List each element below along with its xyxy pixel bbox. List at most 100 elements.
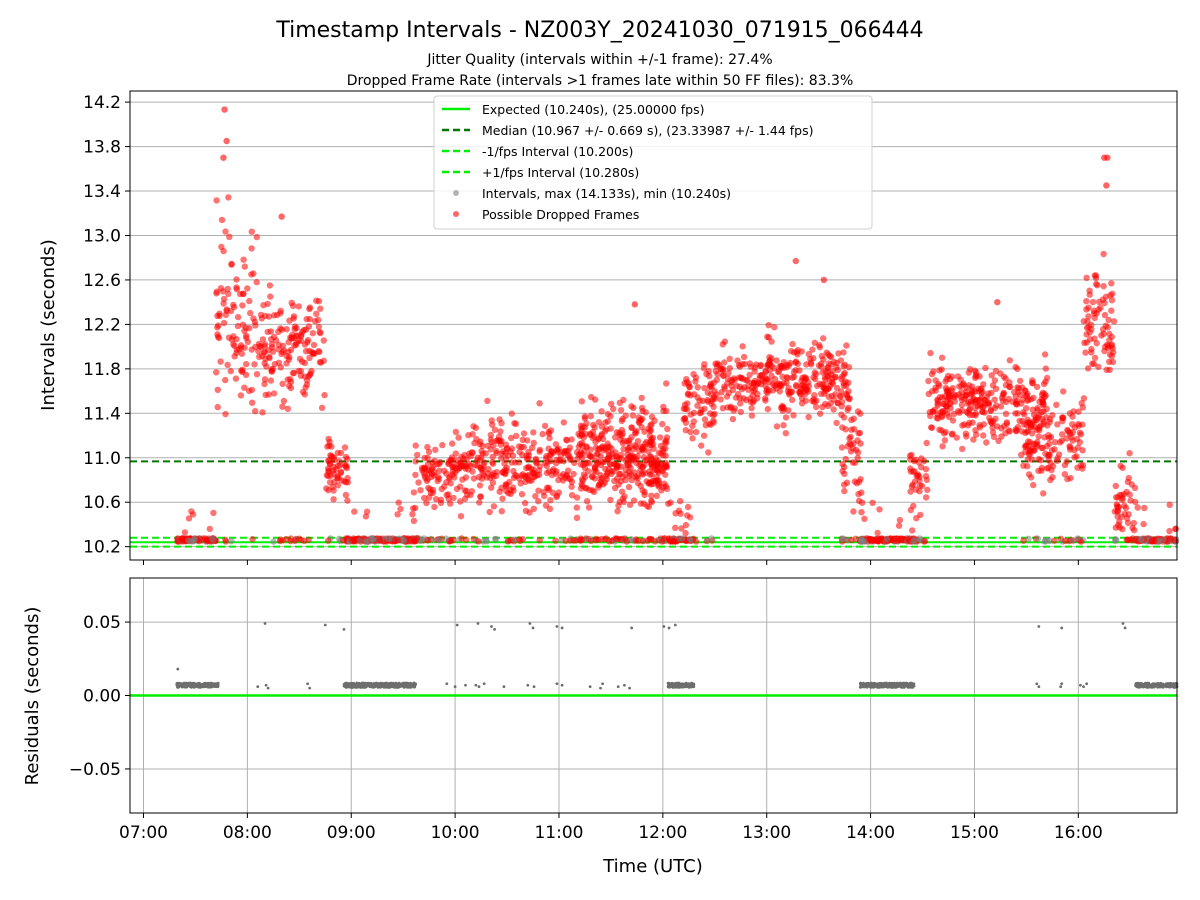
interval-point — [675, 507, 683, 514]
interval-point — [568, 478, 576, 485]
interval-point — [694, 402, 701, 409]
residual-point — [682, 682, 686, 686]
interval-point — [476, 499, 483, 506]
interval-point — [1091, 314, 1098, 322]
interval-point — [413, 535, 420, 542]
interval-point — [217, 358, 224, 365]
interval-point — [782, 430, 789, 437]
interval-point — [437, 459, 444, 466]
residual-point — [662, 625, 666, 628]
interval-point — [604, 455, 611, 462]
residual-point — [560, 626, 564, 630]
interval-point — [351, 508, 358, 515]
interval-point — [1127, 497, 1134, 504]
interval-point — [555, 489, 563, 496]
interval-point — [247, 309, 254, 317]
interval-point — [191, 535, 199, 542]
bottom-data-points — [175, 622, 1179, 690]
interval-point — [909, 481, 916, 488]
chart-subtitle-jitter: Jitter Quality (intervals within +/-1 fr… — [426, 52, 772, 68]
interval-point — [1106, 337, 1113, 344]
interval-point — [601, 427, 609, 435]
interval-point — [469, 431, 476, 438]
interval-point — [696, 409, 704, 417]
interval-point — [924, 486, 931, 493]
interval-point — [958, 401, 966, 409]
top-y-tick-label: 10.6 — [83, 493, 121, 513]
interval-point — [836, 393, 844, 400]
residual-point — [351, 682, 354, 686]
interval-point — [626, 468, 633, 475]
interval-point — [1020, 537, 1027, 544]
interval-point — [395, 537, 402, 544]
interval-point — [1079, 447, 1086, 454]
interval-point — [850, 415, 857, 422]
interval-point — [1166, 501, 1173, 508]
interval-point — [1031, 447, 1038, 454]
interval-point — [302, 326, 310, 333]
interval-point — [1093, 280, 1100, 288]
interval-point — [820, 335, 827, 342]
interval-point — [497, 428, 504, 435]
interval-point — [874, 529, 881, 537]
interval-point — [953, 434, 960, 441]
residual-point — [394, 684, 398, 688]
residual-point — [555, 625, 559, 628]
top-x-ticks — [143, 560, 1079, 565]
interval-point — [1013, 427, 1020, 434]
interval-point — [526, 509, 533, 516]
interval-point — [1040, 380, 1048, 388]
interval-point — [983, 393, 991, 401]
interval-point — [578, 536, 585, 543]
interval-point — [275, 346, 282, 353]
residual-point — [209, 681, 213, 685]
interval-point — [239, 290, 247, 297]
interval-point — [489, 460, 497, 467]
interval-point — [969, 388, 976, 395]
residual-point — [1167, 682, 1171, 686]
interval-point — [935, 380, 942, 388]
interval-point — [616, 455, 623, 462]
interval-point — [840, 379, 847, 387]
residual-point — [528, 622, 532, 625]
interval-point — [725, 370, 732, 377]
interval-point — [439, 441, 446, 449]
interval-point — [530, 473, 538, 481]
interval-point — [907, 488, 914, 495]
interval-point — [805, 388, 812, 395]
interval-point — [1084, 318, 1091, 325]
bottom-x-tick-label: 11:00 — [534, 823, 583, 843]
interval-point — [1006, 428, 1013, 435]
interval-point — [540, 492, 548, 500]
interval-point — [320, 337, 327, 344]
interval-point — [1105, 316, 1112, 324]
interval-point — [991, 377, 999, 384]
interval-point — [253, 278, 260, 286]
interval-point — [342, 463, 349, 470]
interval-point — [794, 360, 801, 367]
interval-point — [762, 368, 770, 376]
interval-point — [813, 397, 820, 404]
interval-point — [833, 384, 841, 392]
interval-point — [1081, 339, 1088, 346]
interval-point — [1045, 434, 1053, 442]
interval-point — [245, 387, 253, 395]
interval-point — [1064, 426, 1071, 434]
interval-point — [707, 380, 714, 387]
interval-point — [517, 480, 524, 487]
interval-point — [542, 502, 550, 509]
interval-point — [421, 465, 428, 472]
interval-point — [222, 538, 230, 545]
interval-point — [510, 474, 518, 481]
interval-point — [748, 412, 756, 419]
interval-point — [1056, 439, 1064, 446]
interval-point — [1014, 365, 1021, 372]
interval-point — [911, 537, 918, 544]
interval-point — [610, 405, 617, 413]
interval-point — [518, 491, 526, 498]
interval-point — [1063, 458, 1071, 465]
bottom-x-tick-label: 15:00 — [950, 823, 999, 843]
interval-point — [376, 537, 384, 544]
interval-point — [637, 500, 645, 507]
interval-point — [1021, 421, 1028, 428]
